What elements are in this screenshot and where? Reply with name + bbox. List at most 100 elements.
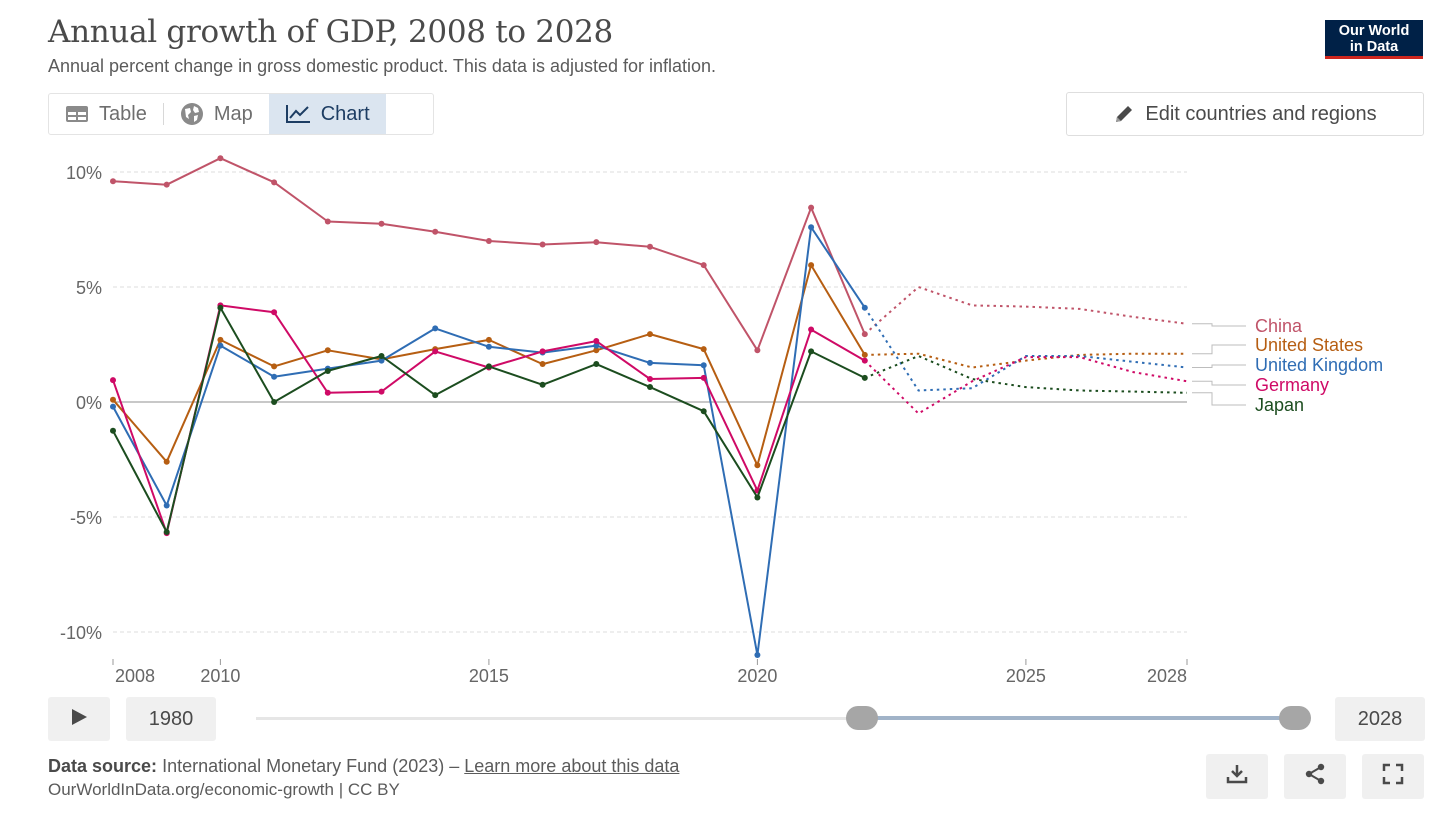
tab-map[interactable]: Map xyxy=(164,94,269,134)
data-point xyxy=(110,396,116,403)
data-point xyxy=(110,403,116,410)
y-tick-label: 5% xyxy=(76,278,102,298)
series-lines xyxy=(110,155,1188,658)
edit-countries-label: Edit countries and regions xyxy=(1145,102,1377,125)
series-line-projected xyxy=(864,354,1188,394)
logo-line-2: in Data xyxy=(1349,39,1399,55)
series-line-actual xyxy=(112,157,866,352)
data-point xyxy=(271,373,278,380)
timeline-selected-range[interactable] xyxy=(862,716,1295,720)
grid-lines xyxy=(113,171,1187,633)
data-point xyxy=(647,359,653,366)
series-china xyxy=(110,155,1188,354)
gdp-growth-chart: 10%5%0%-5%-10% 2008 2010 2015 2020 2025 2028 … xyxy=(60,155,1383,686)
data-point xyxy=(861,374,868,381)
data-point xyxy=(861,331,868,338)
download-icon xyxy=(1225,762,1249,791)
data-point xyxy=(593,361,600,368)
data-point xyxy=(539,381,546,388)
share-button[interactable] xyxy=(1284,754,1346,799)
table-icon xyxy=(65,105,89,123)
data-source-label: Data source: xyxy=(48,756,158,776)
data-point xyxy=(324,389,331,396)
x-tick-label: 2020 xyxy=(737,666,777,686)
data-point xyxy=(378,357,385,364)
data-point xyxy=(271,309,278,316)
logo-line-1: Our World xyxy=(1338,23,1410,39)
data-point xyxy=(432,325,439,332)
data-point xyxy=(593,347,600,354)
timeline-track[interactable] xyxy=(256,717,862,720)
line-chart-icon xyxy=(285,104,311,124)
data-point xyxy=(593,342,600,349)
data-point xyxy=(647,376,653,382)
data-point xyxy=(110,377,116,384)
series-japan xyxy=(110,304,1188,535)
timeline-start-handle[interactable] xyxy=(846,706,878,730)
page-subtitle: Annual percent change in gross domestic … xyxy=(48,56,717,76)
timeline-start-year[interactable]: 1980 xyxy=(126,697,216,741)
tab-chart[interactable]: Chart xyxy=(268,94,386,134)
data-point xyxy=(647,331,653,338)
data-point xyxy=(378,388,385,395)
x-tick-label: 2028 xyxy=(1147,666,1187,686)
legend-label: Japan xyxy=(1255,395,1304,415)
timeline-end-year[interactable]: 2028 xyxy=(1335,697,1425,741)
play-button[interactable] xyxy=(48,697,110,741)
legend-label: United States xyxy=(1255,335,1363,355)
tab-map-label: Map xyxy=(213,102,253,125)
data-point xyxy=(754,462,761,469)
legend-label: China xyxy=(1255,316,1303,336)
data-point xyxy=(485,363,492,370)
fullscreen-button[interactable] xyxy=(1362,754,1424,799)
data-point xyxy=(700,262,707,269)
data-point xyxy=(861,351,868,358)
data-point xyxy=(217,336,224,343)
tab-table-label: Table xyxy=(99,102,147,125)
data-point xyxy=(861,304,868,311)
data-point xyxy=(754,494,761,501)
x-tick-label: 2010 xyxy=(200,666,240,686)
data-point xyxy=(539,348,546,355)
owid-logo[interactable]: Our World in Data xyxy=(1325,20,1423,59)
timeline-end-handle[interactable] xyxy=(1279,706,1311,730)
legend-connector xyxy=(1192,380,1246,386)
edit-countries-button[interactable]: Edit countries and regions xyxy=(1066,92,1424,136)
data-point xyxy=(217,155,224,162)
series-germany xyxy=(110,302,1188,537)
data-point xyxy=(217,304,224,311)
data-point xyxy=(324,218,331,225)
data-point xyxy=(861,357,868,364)
data-point xyxy=(324,347,331,354)
legend-connector xyxy=(1192,344,1246,355)
download-button[interactable] xyxy=(1206,754,1268,799)
tab-table[interactable]: Table xyxy=(49,94,163,134)
y-tick-label: 10% xyxy=(66,163,102,183)
data-point xyxy=(432,392,439,399)
x-tick-label: 2025 xyxy=(1006,666,1046,686)
data-point xyxy=(647,243,653,250)
series-line-actual xyxy=(112,226,866,656)
legend-connector xyxy=(1192,323,1246,327)
pencil-icon xyxy=(1113,103,1135,125)
series-line-projected xyxy=(864,356,1188,415)
legend-connector xyxy=(1192,392,1246,406)
data-point xyxy=(110,427,116,434)
learn-more-link[interactable]: Learn more about this data xyxy=(464,756,680,776)
data-point xyxy=(808,348,815,355)
data-point xyxy=(647,384,653,391)
data-point xyxy=(432,348,439,355)
x-tick-label: 2015 xyxy=(469,666,509,686)
data-point xyxy=(754,652,761,658)
y-tick-label: -5% xyxy=(70,508,102,528)
data-point xyxy=(271,399,278,405)
data-point xyxy=(593,338,600,345)
data-point xyxy=(808,326,815,333)
data-source-text: International Monetary Fund (2023) – xyxy=(162,756,460,776)
fullscreen-icon xyxy=(1382,763,1404,790)
data-point xyxy=(593,239,600,246)
data-point xyxy=(432,228,439,235)
data-point xyxy=(539,361,546,368)
data-point xyxy=(808,262,815,269)
